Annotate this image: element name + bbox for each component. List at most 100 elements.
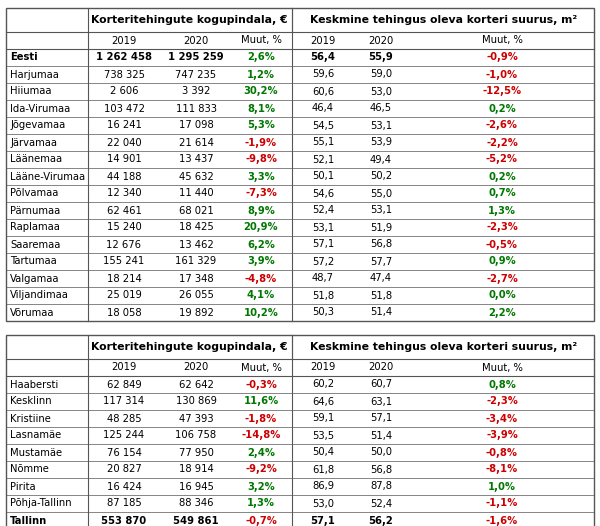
Text: 86,9: 86,9 — [312, 481, 334, 491]
Text: 59,1: 59,1 — [312, 413, 334, 423]
Text: 553 870: 553 870 — [101, 515, 146, 525]
Text: 2019: 2019 — [112, 362, 137, 372]
Text: Muut, %: Muut, % — [482, 35, 523, 46]
Text: -2,3%: -2,3% — [486, 397, 518, 407]
Text: Muut, %: Muut, % — [482, 362, 523, 372]
Text: 0,2%: 0,2% — [488, 104, 516, 114]
Text: 46,5: 46,5 — [370, 104, 392, 114]
Text: -1,1%: -1,1% — [486, 499, 518, 509]
Text: Läänemaa: Läänemaa — [10, 155, 62, 165]
Text: 57,1: 57,1 — [312, 239, 334, 249]
Text: 2,2%: 2,2% — [488, 308, 516, 318]
Text: -8,1%: -8,1% — [486, 464, 518, 474]
Text: Korteritehingute kogupindala, €: Korteritehingute kogupindala, € — [91, 342, 287, 352]
Text: -2,2%: -2,2% — [486, 137, 518, 147]
Text: 2019: 2019 — [310, 35, 335, 46]
Text: 50,2: 50,2 — [370, 171, 392, 181]
Text: 549 861: 549 861 — [173, 515, 219, 525]
Text: -7,3%: -7,3% — [245, 188, 277, 198]
Text: 26 055: 26 055 — [179, 290, 214, 300]
Text: 747 235: 747 235 — [175, 69, 217, 79]
Text: 125 244: 125 244 — [103, 430, 145, 440]
Text: 50,3: 50,3 — [312, 308, 334, 318]
Text: 53,1: 53,1 — [370, 206, 392, 216]
Text: -12,5%: -12,5% — [482, 86, 521, 96]
Text: -9,2%: -9,2% — [245, 464, 277, 474]
Text: 60,2: 60,2 — [312, 379, 334, 389]
Text: 46,4: 46,4 — [312, 104, 334, 114]
Text: 76 154: 76 154 — [107, 448, 142, 458]
Text: 68 021: 68 021 — [179, 206, 214, 216]
Text: 5,3%: 5,3% — [247, 120, 275, 130]
Text: 106 758: 106 758 — [175, 430, 217, 440]
Text: -2,6%: -2,6% — [486, 120, 518, 130]
Text: 1,0%: 1,0% — [488, 481, 516, 491]
Text: 161 329: 161 329 — [175, 257, 217, 267]
Text: 55,0: 55,0 — [370, 188, 392, 198]
Text: 56,4: 56,4 — [311, 53, 335, 63]
Text: 51,8: 51,8 — [312, 290, 334, 300]
Text: 48 285: 48 285 — [107, 413, 142, 423]
Text: 0,9%: 0,9% — [488, 257, 516, 267]
Text: 4,1%: 4,1% — [247, 290, 275, 300]
Text: Haabersti: Haabersti — [10, 379, 58, 389]
Text: 16 945: 16 945 — [179, 481, 214, 491]
Text: 54,6: 54,6 — [312, 188, 334, 198]
Text: 77 950: 77 950 — [179, 448, 214, 458]
Text: 0,2%: 0,2% — [488, 171, 516, 181]
Text: Lasnamäe: Lasnamäe — [10, 430, 61, 440]
Text: 57,1: 57,1 — [311, 515, 335, 525]
Text: 14 901: 14 901 — [107, 155, 142, 165]
Text: 8,9%: 8,9% — [247, 206, 275, 216]
Text: -1,8%: -1,8% — [245, 413, 277, 423]
Text: 45 632: 45 632 — [179, 171, 214, 181]
Text: Kristiine: Kristiine — [10, 413, 51, 423]
Text: 62 461: 62 461 — [107, 206, 142, 216]
Text: 10,2%: 10,2% — [244, 308, 278, 318]
Text: -0,7%: -0,7% — [245, 515, 277, 525]
Text: 3,9%: 3,9% — [247, 257, 275, 267]
Text: 18 914: 18 914 — [179, 464, 214, 474]
Text: 12 676: 12 676 — [107, 239, 142, 249]
Text: 2,4%: 2,4% — [247, 448, 275, 458]
Text: 55,1: 55,1 — [312, 137, 334, 147]
Text: 53,1: 53,1 — [312, 222, 334, 232]
Text: 0,0%: 0,0% — [488, 290, 516, 300]
Text: 8,1%: 8,1% — [247, 104, 275, 114]
Text: 155 241: 155 241 — [103, 257, 145, 267]
Text: 51,9: 51,9 — [370, 222, 392, 232]
Text: 62 849: 62 849 — [107, 379, 142, 389]
Text: 57,2: 57,2 — [312, 257, 334, 267]
Text: 18 058: 18 058 — [107, 308, 142, 318]
Text: -2,3%: -2,3% — [486, 222, 518, 232]
Text: 3 392: 3 392 — [182, 86, 210, 96]
Text: 50,4: 50,4 — [312, 448, 334, 458]
Text: 3,2%: 3,2% — [247, 481, 275, 491]
Text: 62 642: 62 642 — [179, 379, 214, 389]
Text: 53,0: 53,0 — [370, 86, 392, 96]
Text: 59,6: 59,6 — [312, 69, 334, 79]
Text: Saaremaa: Saaremaa — [10, 239, 61, 249]
Text: 1,3%: 1,3% — [488, 206, 516, 216]
Text: 56,8: 56,8 — [370, 464, 392, 474]
Text: 53,0: 53,0 — [312, 499, 334, 509]
Text: 55,9: 55,9 — [368, 53, 394, 63]
Text: 17 098: 17 098 — [179, 120, 214, 130]
Text: 61,8: 61,8 — [312, 464, 334, 474]
Text: Pirita: Pirita — [10, 481, 35, 491]
Text: -3,9%: -3,9% — [486, 430, 518, 440]
Text: 13 462: 13 462 — [179, 239, 214, 249]
Text: 87,8: 87,8 — [370, 481, 392, 491]
Text: Raplamaa: Raplamaa — [10, 222, 60, 232]
Text: 87 185: 87 185 — [107, 499, 142, 509]
Text: Nõmme: Nõmme — [10, 464, 49, 474]
Text: Mustamäe: Mustamäe — [10, 448, 62, 458]
Text: Valgamaa: Valgamaa — [10, 274, 59, 284]
Text: 50,0: 50,0 — [370, 448, 392, 458]
Text: 17 348: 17 348 — [179, 274, 214, 284]
Text: Pärnumaa: Pärnumaa — [10, 206, 60, 216]
Text: Tallinn: Tallinn — [10, 515, 47, 525]
Text: -2,7%: -2,7% — [486, 274, 518, 284]
Text: -14,8%: -14,8% — [241, 430, 281, 440]
Text: 52,4: 52,4 — [312, 206, 334, 216]
